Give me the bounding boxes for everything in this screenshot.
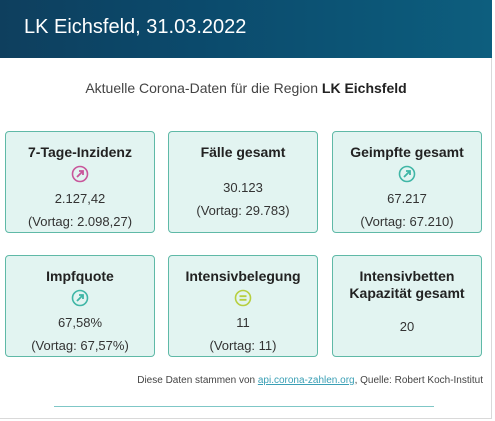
source-prefix: Diese Daten stammen von xyxy=(137,375,258,386)
card-previous: (Vortag: 2.098,27) xyxy=(27,214,133,229)
card-value: 67,58% xyxy=(57,315,103,330)
card-value: 30.123 xyxy=(223,180,263,195)
card-title: Fälle gesamt xyxy=(200,144,286,160)
source-link[interactable]: api.corona-zahlen.org xyxy=(257,375,355,386)
card-title-line2: Kapazität gesamt xyxy=(349,285,465,301)
card-vaccination-rate: Impfquote 67,58% (Vortag: 67,57%) xyxy=(5,255,155,357)
divider xyxy=(54,406,434,407)
card-previous: (Vortag: 67,57%) xyxy=(31,338,129,353)
card-previous: (Vortag: 11) xyxy=(209,338,277,353)
arrow-up-right-icon xyxy=(398,165,416,183)
card-title-line1: Intensivbetten xyxy=(359,268,455,284)
arrow-up-right-icon xyxy=(71,289,89,307)
card-value: 20 xyxy=(399,319,415,334)
card-title: Impfquote xyxy=(46,268,114,284)
card-previous: (Vortag: 29.783) xyxy=(196,203,290,218)
region-name: LK Eichsfeld xyxy=(321,80,407,96)
page-title: LK Eichsfeld, 31.03.2022 xyxy=(24,16,247,38)
equals-icon xyxy=(234,289,252,307)
card-title: Intensivbetten Kapazität gesamt xyxy=(333,268,481,302)
region-subtitle: Aktuelle Corona-Daten für die Region LK … xyxy=(0,80,492,96)
arrow-up-right-icon xyxy=(71,165,89,183)
card-icu-capacity: Intensivbetten Kapazität gesamt 20 xyxy=(332,255,482,357)
card-value: 11 xyxy=(236,315,250,330)
card-title: 7-Tage-Inzidenz xyxy=(28,144,132,160)
card-previous: (Vortag: 67.210) xyxy=(360,214,454,229)
card-title: Geimpfte gesamt xyxy=(350,144,464,160)
page-header: LK Eichsfeld, 31.03.2022 xyxy=(0,0,492,58)
card-icu-occupancy: Intensivbelegung 11 (Vortag: 11) xyxy=(168,255,318,357)
data-source-note: Diese Daten stammen von api.corona-zahle… xyxy=(137,375,483,386)
card-value: 67.217 xyxy=(387,191,427,206)
card-title: Intensivbelegung xyxy=(185,268,301,284)
card-vaccinated: Geimpfte gesamt 67.217 (Vortag: 67.210) xyxy=(332,131,482,233)
subtitle-text: Aktuelle Corona-Daten für die Region xyxy=(85,80,322,96)
card-total-cases: Fälle gesamt 30.123 (Vortag: 29.783) xyxy=(168,131,318,233)
card-incidence: 7-Tage-Inzidenz 2.127,42 (Vortag: 2.098,… xyxy=(5,131,155,233)
source-suffix: , Quelle: Robert Koch-Institut xyxy=(354,375,483,386)
card-value: 2.127,42 xyxy=(54,191,106,206)
